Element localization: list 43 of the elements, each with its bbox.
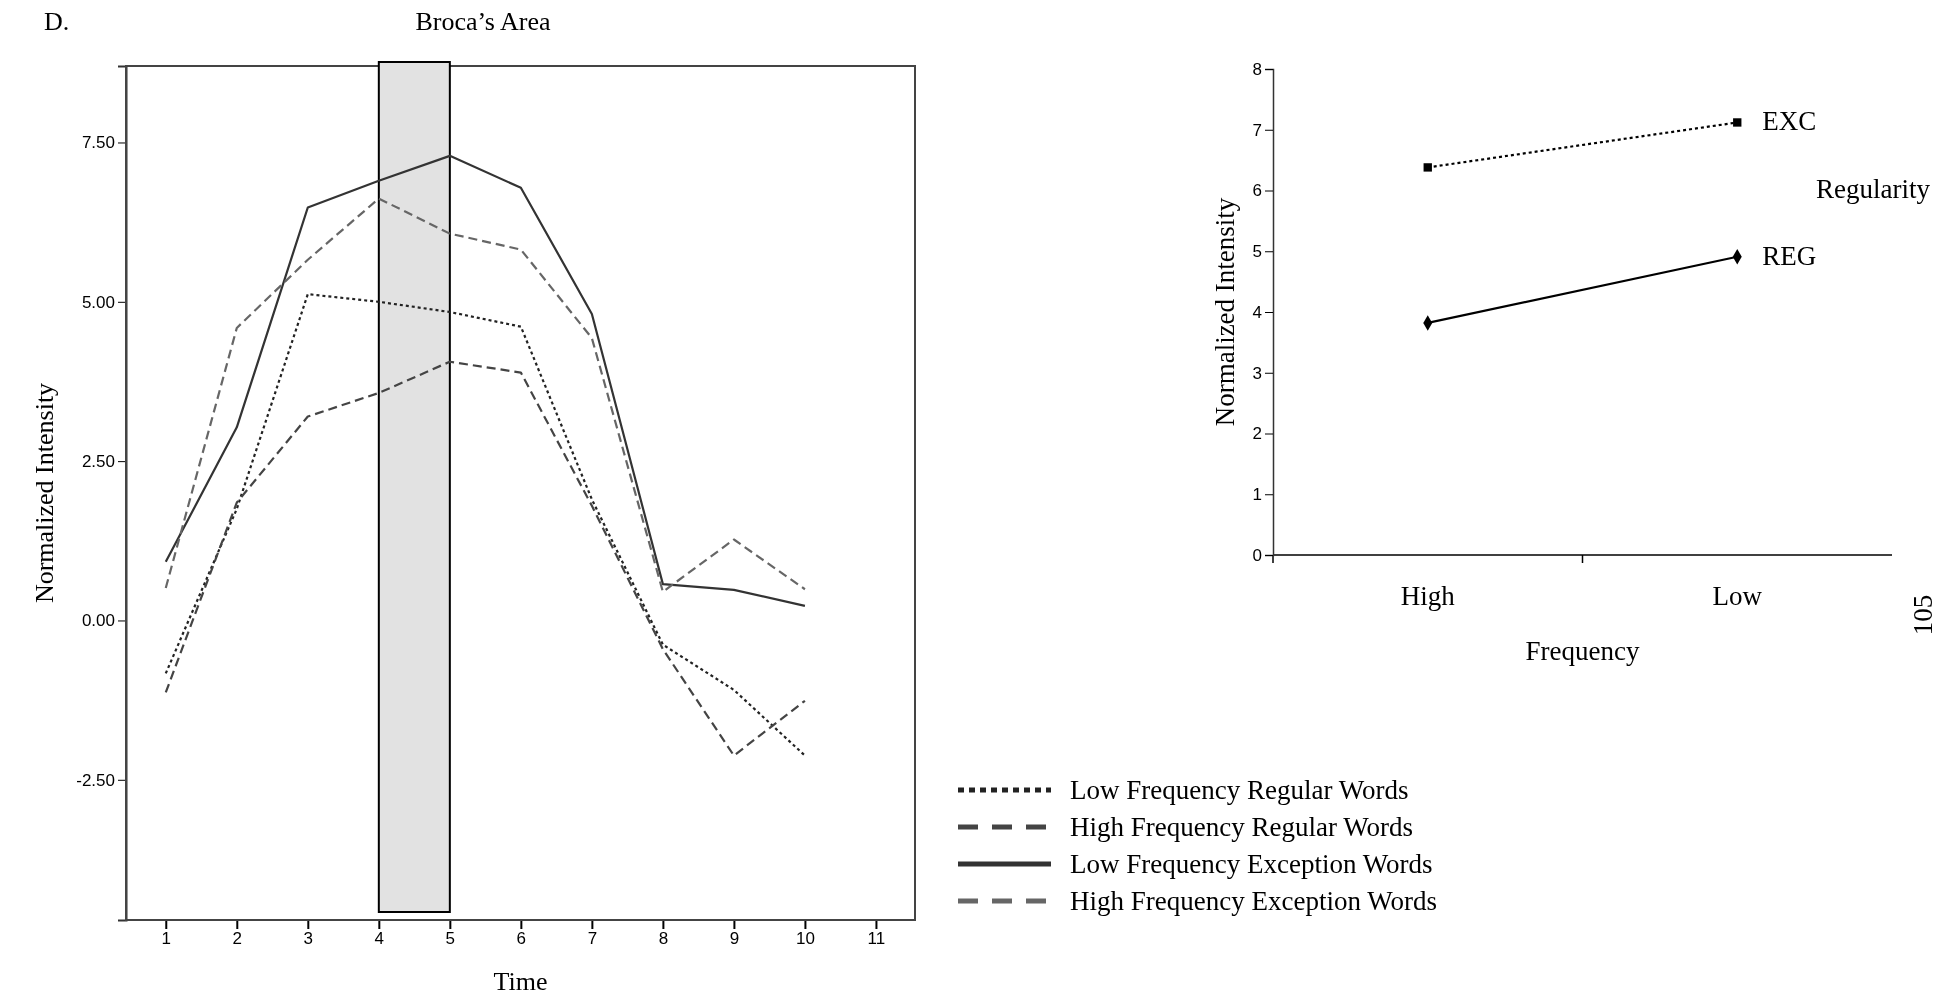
x-tick-label: 5 bbox=[445, 929, 456, 949]
x-tick-label: 4 bbox=[374, 929, 385, 949]
x-tick-label: 1 bbox=[161, 929, 171, 949]
x-tick-label: 11 bbox=[867, 929, 886, 949]
y-tick-label: 2 bbox=[1252, 424, 1262, 444]
point bbox=[1423, 163, 1432, 172]
x-tick-label: High bbox=[1400, 581, 1456, 611]
legend-label: High Frequency Regular Words bbox=[1070, 812, 1414, 842]
y-axis-title: Normalized Intensity bbox=[30, 382, 60, 604]
chart-title: Broca’s Area bbox=[415, 7, 551, 36]
series-label: EXC bbox=[1762, 106, 1817, 137]
point bbox=[1733, 118, 1742, 127]
x-tick-label: 3 bbox=[303, 929, 314, 949]
x-axis-title: Frequency bbox=[1525, 636, 1640, 666]
x-tick-label: 6 bbox=[516, 929, 527, 949]
y-tick-label: 8 bbox=[1252, 59, 1262, 79]
y-tick-label: 5.00 bbox=[81, 292, 115, 312]
y-tick-label: 2.50 bbox=[81, 452, 115, 472]
y-tick-label: 6 bbox=[1252, 181, 1262, 201]
y-tick-label: 3 bbox=[1252, 363, 1262, 383]
series-label: REG bbox=[1762, 240, 1817, 271]
y-tick-label: 0.00 bbox=[81, 611, 115, 631]
legend-label: Low Frequency Regular Words bbox=[1070, 775, 1409, 805]
y-tick-label: 5 bbox=[1252, 242, 1262, 262]
y-tick-label: 4 bbox=[1252, 302, 1262, 322]
x-axis-title: Time bbox=[493, 967, 548, 996]
legend-title: Regularity bbox=[1816, 174, 1931, 204]
x-tick-label: 10 bbox=[795, 929, 815, 949]
text: 105 bbox=[1908, 594, 1938, 636]
x-tick-label: 7 bbox=[587, 929, 598, 949]
legend-label: Low Frequency Exception Words bbox=[1070, 849, 1433, 879]
x-tick-label: 8 bbox=[658, 929, 669, 949]
y-tick-label: 1 bbox=[1252, 485, 1262, 505]
legend-label: High Frequency Exception Words bbox=[1070, 886, 1438, 916]
text: D. bbox=[44, 7, 70, 36]
x-tick-label: 2 bbox=[232, 929, 243, 949]
x-tick-label: Low bbox=[1712, 581, 1763, 611]
y-tick-label: 7 bbox=[1252, 120, 1262, 140]
y-axis-title: Normalized Intensity bbox=[1210, 197, 1241, 427]
y-tick-label: 0 bbox=[1252, 545, 1262, 565]
y-tick-label: -2.50 bbox=[76, 770, 115, 790]
x-tick-label: 9 bbox=[729, 929, 740, 949]
y-tick-label: 7.50 bbox=[81, 133, 115, 153]
